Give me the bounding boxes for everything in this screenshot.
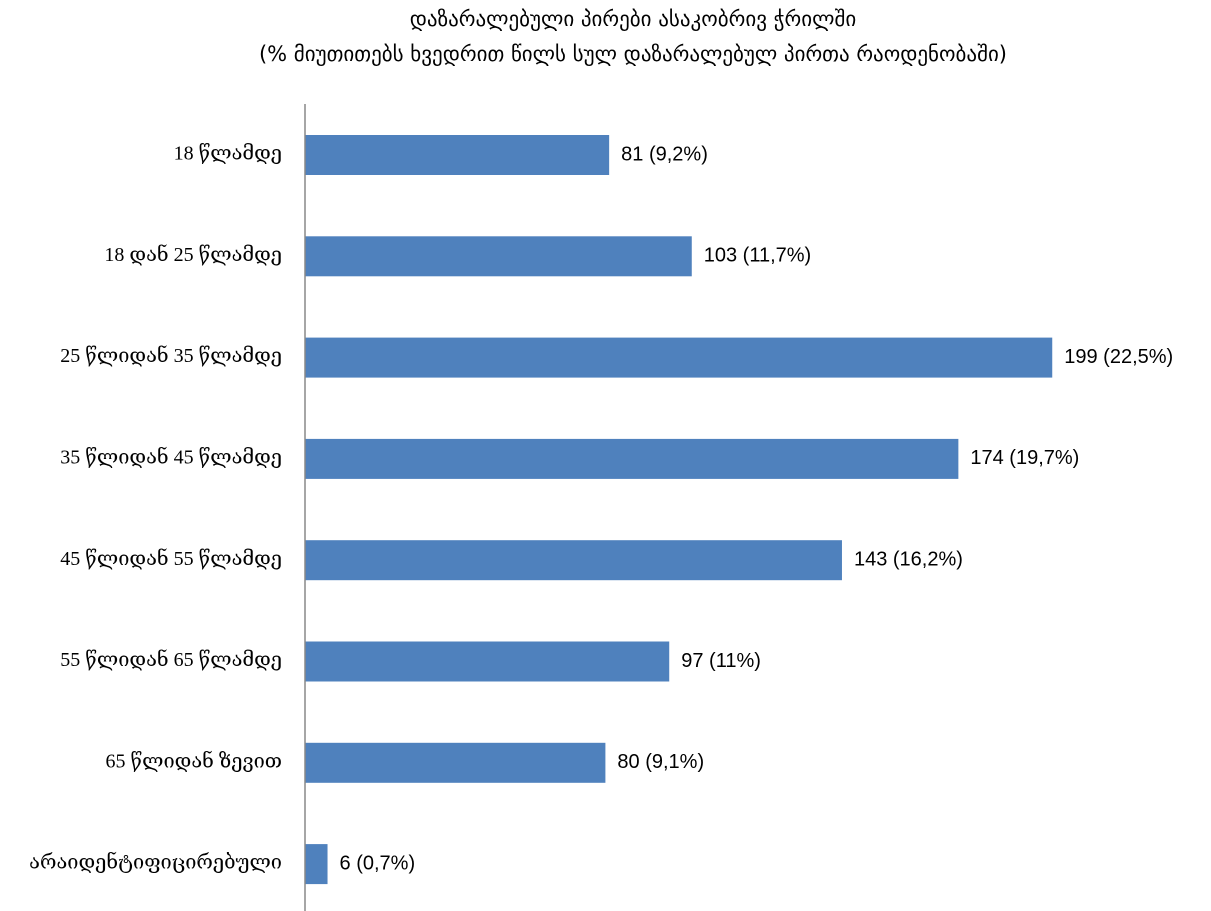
bar [305,742,606,783]
value-label: 199 (22,5%) [1064,346,1173,368]
chart-title: დაზარალებული პირები ასაკობრივ ჭრილში [410,7,857,31]
category-label: 65 წლიდან ზევით [106,749,282,772]
category-label: 25 წლიდან 35 წლამდე [60,344,282,367]
value-label: 174 (19,7%) [970,447,1079,469]
value-label: 143 (16,2%) [854,548,963,570]
bar [305,540,842,581]
bar [305,438,959,479]
chart-subtitle: (% მიუთითებს ხვედრით წილს სულ დაზარალებუ… [259,42,1007,66]
bar [305,844,328,885]
value-label: 103 (11,7%) [704,245,811,267]
category-label: არაიდენტიფიცირებული [29,851,282,874]
value-label: 6 (0,7%) [340,852,416,874]
value-label: 81 (9,2%) [621,143,708,165]
category-label: 18 წლამდე [174,143,282,165]
category-label: 35 წლიდან 45 წლამდე [60,445,282,468]
value-label: 80 (9,1%) [617,751,704,773]
bar [305,641,670,682]
category-label: 18 დან 25 წლამდე [104,243,282,266]
value-label: 97 (11%) [681,650,761,672]
bar [305,337,1053,378]
category-label: 45 წლიდან 55 წლამდე [60,547,282,570]
bar [305,135,610,175]
category-label: 55 წლიდან 65 წლამდე [60,648,282,671]
bar [305,236,692,277]
